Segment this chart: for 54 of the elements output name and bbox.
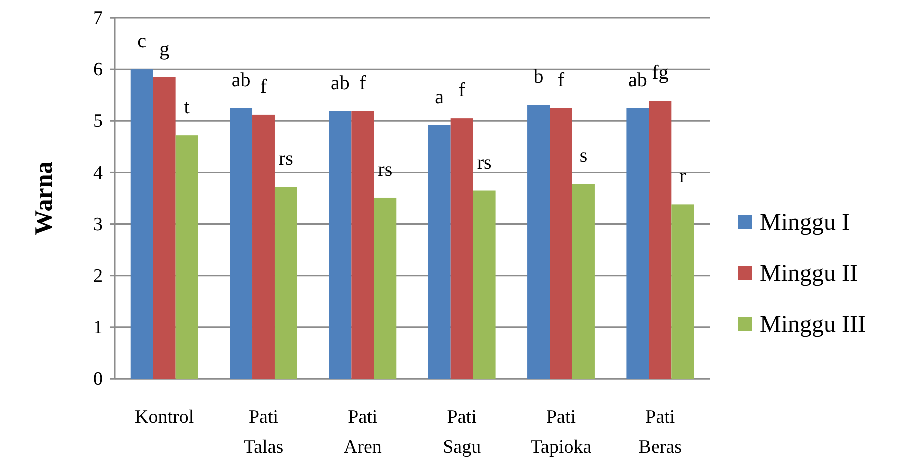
data-label: rs: [477, 152, 492, 174]
bar: [130, 70, 154, 379]
data-label: ab: [330, 72, 350, 94]
bar: [374, 198, 397, 379]
x-tick-label: Pati Tapioka: [530, 407, 592, 458]
bar: [352, 111, 374, 379]
data-label: a: [435, 86, 444, 108]
bar: [428, 125, 451, 379]
y-tick-label: 3: [94, 214, 103, 236]
legend-label: Minggu III: [760, 312, 866, 338]
y-tick-label: 0: [94, 369, 103, 390]
data-label: c: [138, 30, 147, 53]
legend-label: Minggu I: [760, 210, 850, 236]
bar: [672, 204, 694, 379]
bar: [274, 187, 298, 379]
data-label: t: [184, 96, 190, 119]
y-axis-title: Warna: [31, 161, 58, 236]
bar: [252, 114, 275, 379]
data-label: f: [360, 72, 367, 94]
data-label: fg: [652, 62, 669, 84]
y-tick-label: 7: [94, 8, 103, 30]
y-tick-label: 1: [94, 318, 103, 339]
data-label: f: [458, 80, 466, 102]
bar: [230, 108, 253, 379]
bar: [528, 105, 550, 379]
legend-label: Minggu II: [760, 261, 858, 287]
x-tick-label: Pati Talas: [244, 407, 284, 458]
y-tick-label: 5: [94, 111, 103, 132]
bar: [626, 108, 650, 379]
data-label: f: [558, 69, 565, 92]
bar: [473, 190, 496, 379]
bar: [550, 108, 572, 379]
x-tick-label: Pati Sagu: [443, 407, 482, 458]
bar: [649, 101, 672, 379]
bar: [153, 77, 176, 379]
x-tick-label: Pati Beras: [638, 407, 682, 458]
bar: [329, 111, 352, 379]
data-label: ab: [628, 69, 648, 92]
y-tick-label: 4: [94, 162, 104, 184]
data-label: g: [160, 38, 170, 60]
data-label: ab: [232, 69, 251, 92]
bar: [176, 136, 198, 379]
x-tick-label: Kontrol: [135, 407, 194, 428]
y-tick-label: 2: [94, 266, 103, 287]
data-label: r: [680, 166, 687, 188]
data-label: rs: [378, 158, 393, 181]
data-label: b: [534, 66, 544, 88]
bar: [450, 118, 474, 379]
data-label: rs: [279, 148, 294, 170]
data-label: f: [260, 76, 268, 98]
bar: [572, 184, 595, 379]
data-label: s: [580, 145, 588, 168]
y-tick-label: 6: [94, 60, 103, 81]
x-tick-label: Pati Aren: [344, 407, 382, 458]
